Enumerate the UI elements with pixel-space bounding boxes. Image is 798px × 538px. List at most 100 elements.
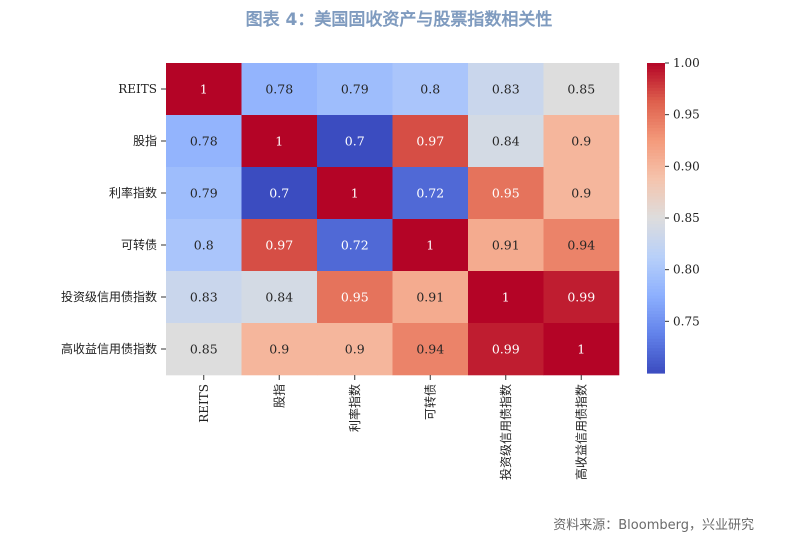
colorbar-segment (647, 97, 665, 101)
cell-label: 0.94 (567, 238, 595, 253)
colorbar-segment (647, 314, 665, 318)
row-label: 股指 (133, 133, 157, 148)
colorbar-segment (647, 239, 665, 244)
heatmap-cell (543, 115, 620, 168)
cell-label: 0.95 (492, 186, 520, 201)
column-label: 股指 (271, 384, 286, 408)
colorbar-segment (647, 242, 665, 247)
cell-label: 0.91 (492, 238, 520, 253)
colorbar-segment (647, 177, 665, 182)
cell-label: 0.9 (269, 342, 289, 357)
colorbar-segment (647, 187, 665, 191)
heatmap-cell (166, 115, 242, 168)
cell-label: 0.99 (492, 342, 520, 357)
colorbar-segment (647, 66, 665, 70)
colorbar-segment (647, 193, 665, 197)
row-label: 高收益信用债指数 (61, 341, 157, 356)
cell-label: 1 (426, 238, 434, 253)
colorbar-segment (647, 360, 665, 365)
heatmap-cell (468, 115, 544, 168)
heatmap-cell (468, 219, 544, 272)
colorbar-segment (647, 152, 665, 157)
heatmap-cell (241, 271, 318, 324)
cell-label: 0.85 (567, 82, 595, 97)
heatmap-cell (166, 271, 242, 324)
cell-label: 0.84 (492, 134, 520, 149)
heatmap-cell (317, 271, 393, 324)
colorbar-segment (647, 249, 665, 253)
cell-label: 0.85 (190, 342, 218, 357)
colorbar-segment (647, 183, 665, 188)
heatmap-cell (241, 63, 318, 116)
colorbar-segment (647, 140, 665, 145)
heatmap-cell (543, 167, 620, 220)
colorbar-segment (647, 261, 665, 266)
colorbar-segment (647, 109, 665, 114)
heatmap-cell (317, 323, 393, 376)
heatmap-cell (166, 323, 242, 376)
colorbar-segment (647, 338, 665, 343)
colorbar-segment (647, 131, 665, 135)
colorbar-segment (647, 326, 665, 331)
colorbar-segment (647, 245, 665, 250)
colorbar-segment (647, 75, 665, 80)
colorbar-segment (647, 125, 665, 129)
colorbar-segment (647, 168, 665, 173)
cell-label: 0.7 (345, 134, 365, 149)
colorbar-segment (647, 329, 665, 334)
colorbar-segment (647, 307, 665, 312)
heatmap-cell (392, 271, 469, 324)
colorbar-segment (647, 128, 665, 132)
heatmap-cell (317, 167, 393, 220)
colorbar-segment (647, 273, 665, 278)
colorbar-segment (647, 233, 665, 238)
cell-label: 0.91 (416, 290, 444, 305)
column-label: 投资级信用债指数 (498, 384, 513, 480)
heatmap-cell (392, 115, 469, 168)
colorbar-segment (647, 214, 665, 219)
cell-label: 0.9 (571, 186, 591, 201)
heatmap-cells: 1 0.78 0.79 0.8 0.83 0.85 0.78 1 0.7 0.97 0.84 0.9 0… (166, 63, 620, 376)
colorbar-segment (647, 156, 665, 160)
colorbar-segment (647, 118, 665, 123)
cell-label: 0.97 (416, 134, 444, 149)
heatmap-cell (392, 323, 469, 376)
heatmap-cell (166, 63, 242, 116)
heatmap-cell (317, 115, 393, 168)
cell-label: 0.9 (571, 134, 591, 149)
heatmap-cell (241, 167, 318, 220)
colorbar-segment (647, 255, 665, 259)
cell-label: 1 (502, 290, 510, 305)
colorbar-segment (647, 335, 665, 340)
colorbar-segment (647, 103, 665, 107)
cell-label: 0.99 (567, 290, 595, 305)
colorbar-tick-label: 0.80 (673, 263, 700, 277)
cell-label: 0.7 (269, 186, 289, 201)
heatmap-cell (241, 219, 318, 272)
colorbar-tick-label: 0.75 (673, 314, 700, 328)
colorbar-segment (647, 301, 665, 306)
colorbar-segment (647, 121, 665, 126)
colorbar-tick-label: 0.85 (673, 211, 700, 225)
heatmap-cell (392, 219, 469, 272)
colorbar-segment (647, 357, 665, 362)
colorbar-segment (647, 90, 665, 95)
colorbar-segment (647, 369, 665, 374)
colorbar-segment (647, 267, 665, 272)
column-label: 高收益信用债指数 (573, 384, 588, 480)
colorbar-segment (647, 354, 665, 359)
colorbar-segment (647, 304, 665, 309)
cell-label: 1 (275, 134, 283, 149)
colorbar-segment (647, 270, 665, 275)
colorbar-segment (647, 366, 665, 371)
cell-label: 0.78 (265, 82, 293, 97)
colorbar-segment (647, 280, 665, 284)
column-labels: REITS 股指 利率指数 可转债 投资级信用债指数 高收益信用债指数 (197, 375, 588, 480)
colorbar-segment (647, 317, 665, 321)
colorbar-segment (647, 221, 665, 225)
colorbar-segment (647, 208, 665, 213)
colorbar-segment (647, 283, 665, 287)
heatmap-cell (317, 63, 393, 116)
colorbar-segment (647, 112, 665, 117)
